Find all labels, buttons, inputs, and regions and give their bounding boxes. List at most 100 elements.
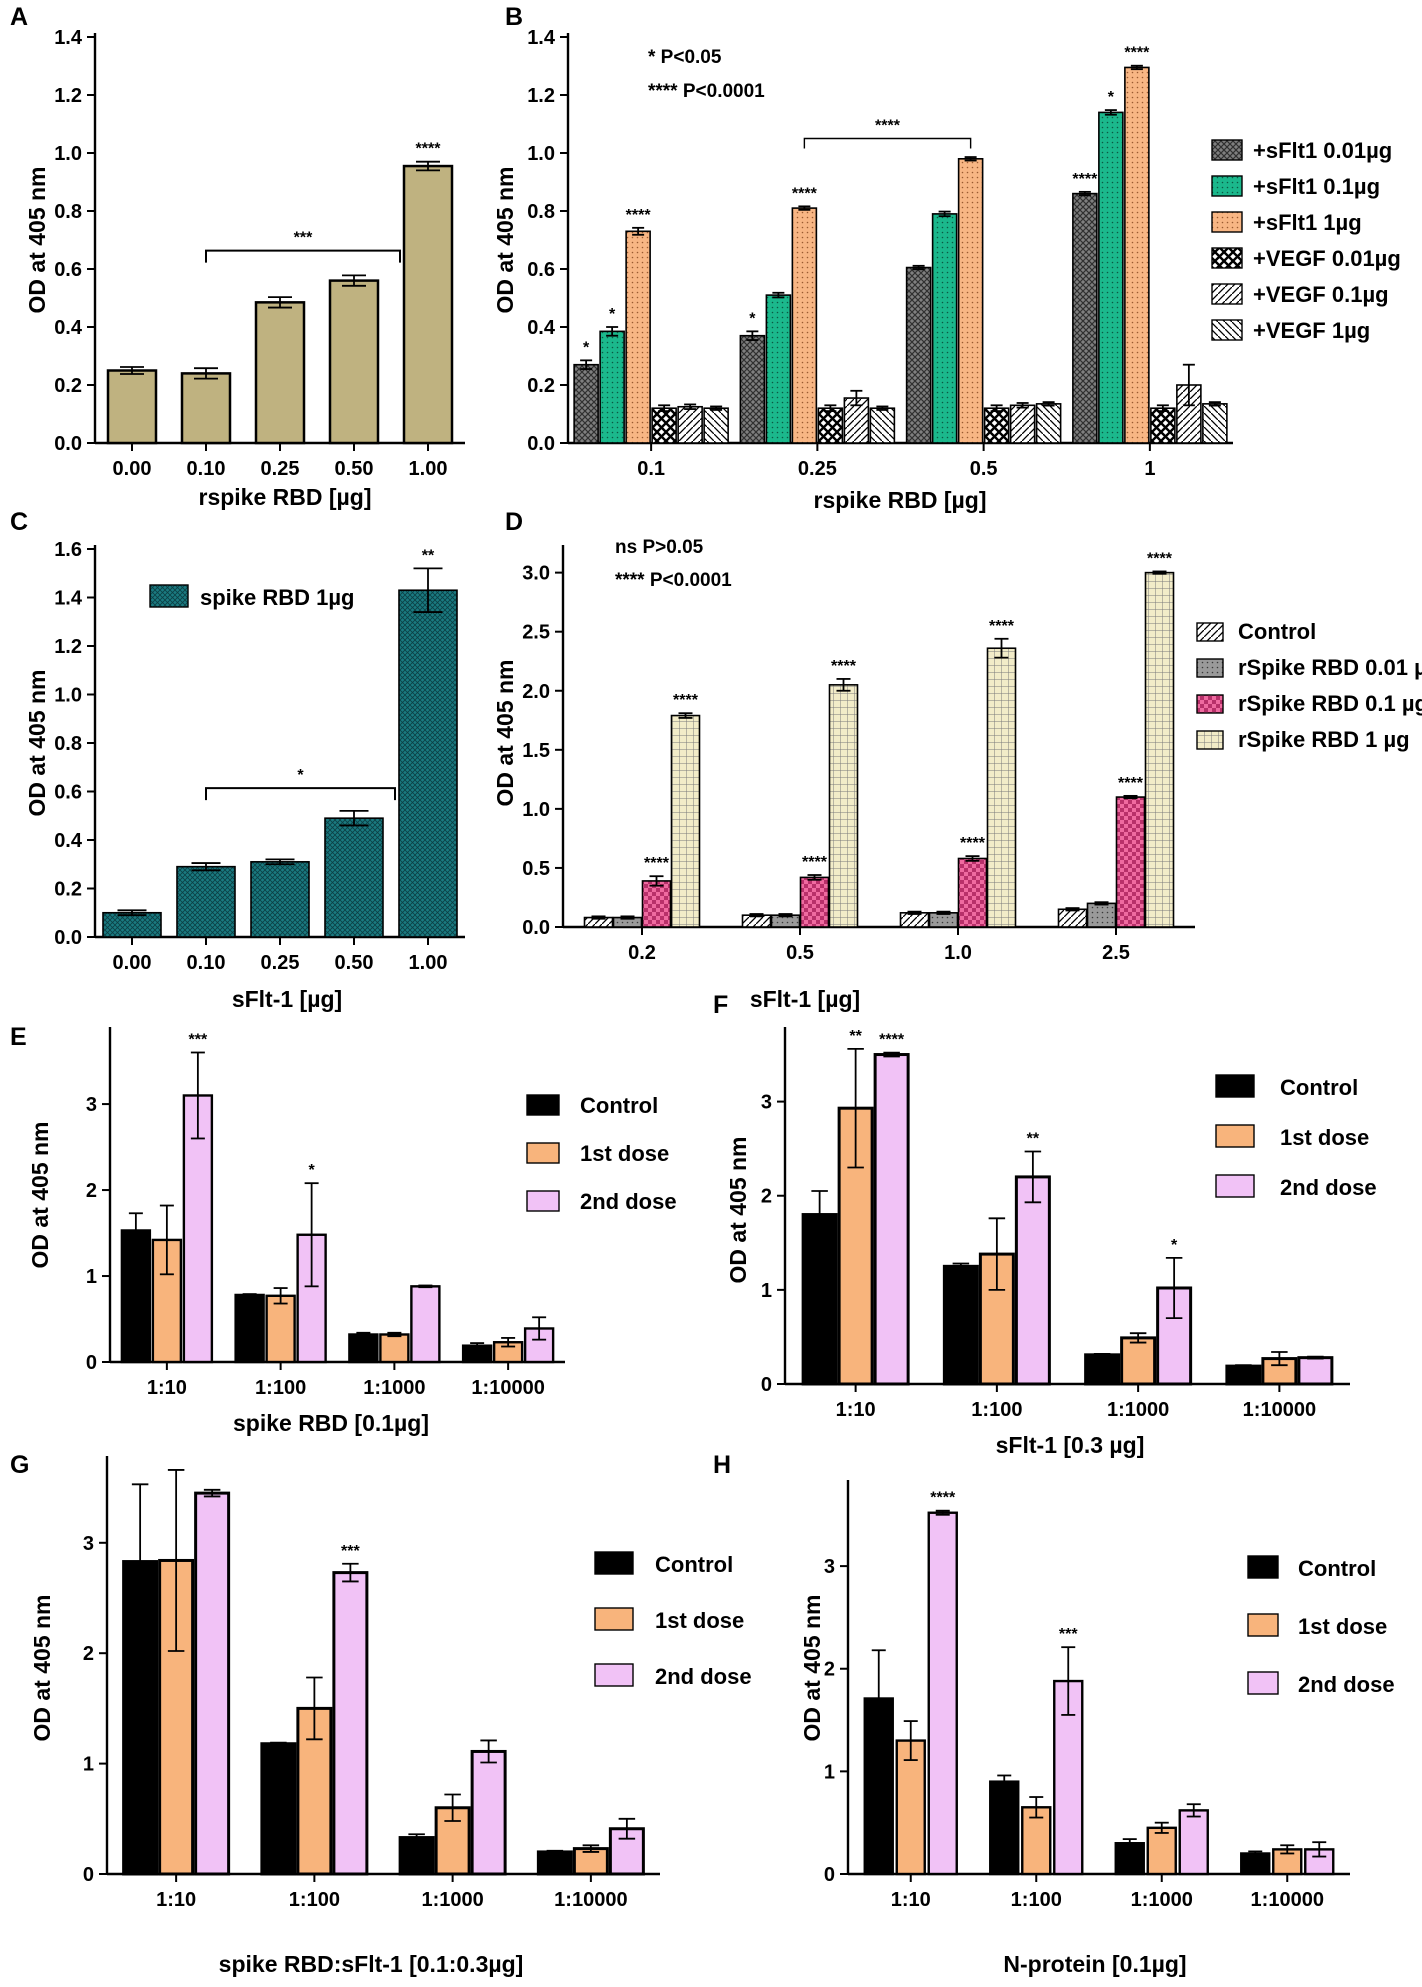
bar-d-2-1 — [928, 912, 959, 928]
panel-letter: A — [10, 3, 28, 31]
legend-swatch — [1196, 622, 1224, 642]
x-tick-label: 1:10 — [836, 1399, 876, 1421]
x-tick-label: 1:1000 — [363, 1377, 425, 1399]
y-axis-title: OD at 405 nm — [799, 1595, 825, 1742]
legend-swatch — [594, 1551, 634, 1575]
legend-label: 1st dose — [580, 1141, 669, 1166]
legend-label: 1st dose — [1280, 1125, 1369, 1150]
bar-d-1-3 — [828, 684, 859, 928]
significance-marker: **** — [831, 658, 857, 675]
significance-bracket — [205, 249, 401, 263]
bar-b-1-1 — [765, 294, 792, 444]
legend-label: Control — [1238, 619, 1316, 644]
legend-label: rSpike RBD 0.01 µg — [1238, 655, 1422, 680]
legend-label: +sFlt1 0.1µg — [1253, 174, 1380, 199]
significance-marker: **** — [802, 854, 828, 871]
panel-letter: B — [505, 3, 523, 31]
y-tick-label: 1 — [761, 1280, 772, 1302]
y-tick-label: 0.4 — [54, 317, 83, 339]
bar-b-2-3 — [983, 407, 1010, 444]
legend-swatch — [1215, 1124, 1255, 1148]
bar-c-2-0 — [250, 861, 310, 938]
x-tick-label: 0.5 — [970, 458, 998, 480]
x-tick-label: 1:10 — [147, 1377, 187, 1399]
x-tick-label: 1:1000 — [1107, 1399, 1169, 1421]
legend-label: 1st dose — [655, 1608, 744, 1633]
y-tick-label: 0.6 — [527, 259, 555, 281]
y-axis-title: OD at 405 nm — [27, 1122, 53, 1269]
significance-marker: *** — [189, 1031, 208, 1048]
y-tick-label: 1.2 — [54, 636, 82, 658]
bar-d-2-0 — [899, 912, 930, 928]
legend-label: +VEGF 0.1µg — [1253, 282, 1389, 307]
legend-label: +sFlt1 1µg — [1253, 210, 1362, 235]
x-tick-label: 0.10 — [187, 458, 226, 480]
y-tick-label: 2.0 — [522, 681, 550, 703]
x-tick-label: 0.5 — [786, 942, 814, 964]
y-tick-label: 1.0 — [54, 143, 82, 165]
legend-swatch — [1247, 1613, 1279, 1637]
significance-marker: * — [297, 767, 304, 784]
x-tick-label: 1:10000 — [471, 1377, 544, 1399]
y-tick-label: 2 — [761, 1186, 772, 1208]
y-tick-label: 1.0 — [522, 799, 550, 821]
panel-d: D 0.0 0.5 1.0 1.5 2.0 2.5 3.0 OD at 405 nm sFlt-1… — [492, 508, 1422, 1012]
bar-b-2-2 — [957, 158, 984, 444]
y-axis-title: OD at 405 nm — [24, 167, 50, 314]
y-tick-label: 2 — [86, 1180, 97, 1202]
x-tick-label: 1.0 — [944, 942, 972, 964]
bar-b-3-2 — [1124, 66, 1150, 444]
bar-b-0-0 — [573, 363, 599, 444]
significance-marker: ** — [422, 547, 435, 564]
x-tick-label: 1.00 — [409, 458, 448, 480]
legend-swatch — [1247, 1671, 1279, 1695]
bar-e-2-0 — [348, 1333, 379, 1364]
bar-f-2-1 — [1120, 1336, 1157, 1386]
x-tick-label: 0.00 — [113, 458, 152, 480]
y-tick-label: 0.2 — [54, 375, 82, 397]
legend-label: 2nd dose — [1280, 1175, 1377, 1200]
y-tick-label: 1 — [83, 1754, 94, 1776]
significance-marker: **** — [875, 118, 901, 135]
legend-swatch — [1196, 658, 1224, 678]
y-tick-label: 2.5 — [522, 622, 550, 644]
bar-g-2-0 — [398, 1836, 435, 1876]
y-tick-label: 3.0 — [522, 563, 550, 585]
y-tick-label: 0.0 — [54, 433, 82, 455]
bar-b-2-4 — [1009, 404, 1036, 444]
bar-a-4-0 — [402, 164, 454, 445]
bar-d-3-3 — [1144, 571, 1175, 928]
legend-swatch — [1211, 283, 1243, 305]
y-tick-label: 1.2 — [527, 85, 555, 107]
significance-marker: *** — [294, 230, 313, 247]
bar-e-0-2 — [182, 1094, 214, 1364]
bar-h-1-0 — [989, 1780, 1020, 1876]
x-tick-label: 1.00 — [409, 952, 448, 974]
legend-swatch — [1211, 139, 1243, 161]
bar-d-2-2 — [957, 857, 988, 928]
panel-letter: G — [10, 1451, 29, 1479]
legend-label: Control — [1280, 1075, 1358, 1100]
legend-swatch — [1196, 730, 1224, 750]
x-tick-label: 1:10000 — [1243, 1399, 1316, 1421]
bar-d-1-2 — [799, 876, 830, 928]
panel-a: A 0.0 0.2 0.4 0.6 0.8 1.0 1.2 1.4 OD at 405 nm rsp… — [10, 3, 465, 510]
bar-b-2-1 — [931, 213, 958, 444]
x-tick-label: 2.5 — [1102, 942, 1130, 964]
bar-c-3-0 — [324, 817, 384, 938]
bar-f-1-0 — [942, 1264, 979, 1386]
p-value-note: ns P>0.05 — [615, 537, 704, 558]
bar-g-1-2 — [332, 1571, 369, 1876]
y-tick-label: 0.0 — [527, 433, 555, 455]
y-tick-label: 0.8 — [54, 201, 82, 223]
bar-b-0-3 — [651, 407, 677, 444]
legend-swatch — [1215, 1174, 1255, 1198]
significance-marker: **** — [960, 835, 986, 852]
x-tick-label: 0.50 — [335, 952, 374, 974]
x-axis-title: sFlt-1 [µg] — [750, 986, 860, 1012]
significance-marker: ** — [1027, 1130, 1040, 1147]
significance-marker: **** — [879, 1032, 905, 1049]
x-tick-label: 0.10 — [187, 952, 226, 974]
legend-label: Control — [655, 1552, 733, 1577]
bar-e-2-1 — [379, 1333, 410, 1364]
